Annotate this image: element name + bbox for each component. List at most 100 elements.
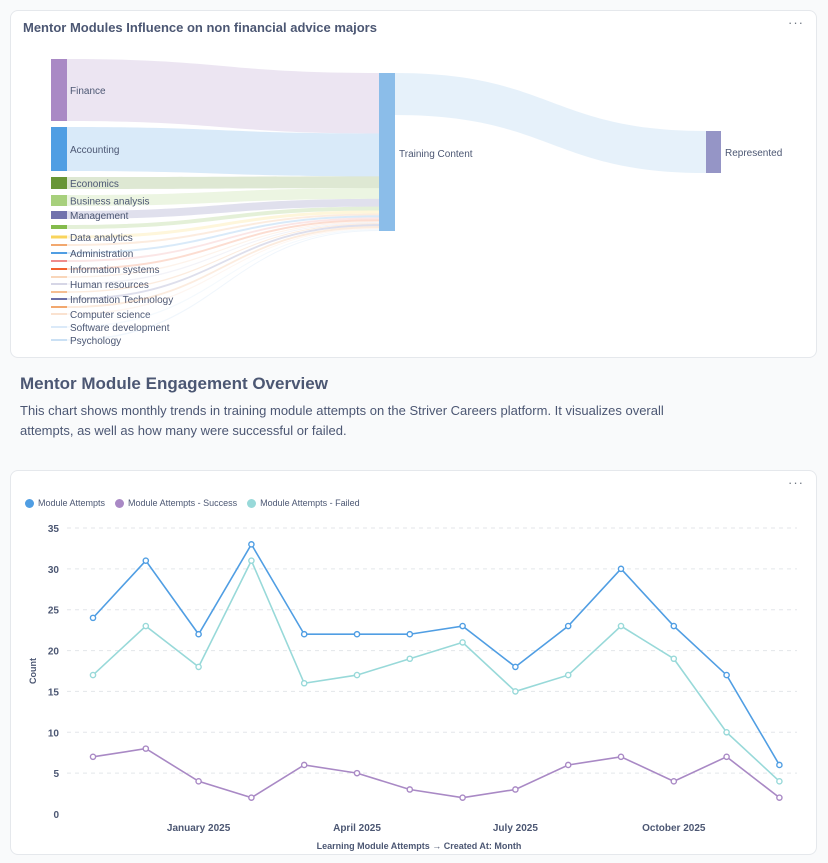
data-point — [776, 794, 783, 801]
sankey-node — [51, 244, 67, 246]
sankey-link — [67, 127, 379, 177]
y-tick-label: 10 — [48, 728, 60, 739]
sankey-node — [51, 252, 67, 254]
data-point — [459, 639, 466, 646]
section-heading: Mentor Module Engagement Overview — [20, 374, 328, 393]
sankey-link — [67, 229, 379, 328]
y-tick-label: 0 — [53, 810, 59, 821]
data-point — [353, 769, 361, 777]
x-tick-label: July 2025 — [493, 823, 538, 834]
sankey-node-label: Psychology — [70, 336, 121, 347]
ellipsis-icon[interactable]: ··· — [788, 475, 804, 490]
legend-item[interactable]: Module Attempts - Failed — [247, 498, 360, 508]
data-point — [353, 671, 361, 679]
data-point — [406, 630, 414, 638]
sankey-node — [51, 276, 67, 278]
sankey-node-training-content — [379, 73, 395, 231]
data-point — [89, 671, 97, 679]
data-point — [723, 753, 730, 761]
sankey-node — [51, 298, 67, 300]
legend-dot — [115, 498, 125, 508]
data-point — [512, 786, 519, 793]
data-point — [617, 565, 625, 573]
legend-dot — [247, 498, 257, 508]
y-tick-label: 35 — [48, 524, 60, 535]
legend-item[interactable]: Module Attempts — [25, 498, 105, 508]
legend-label: Module Attempts - Failed — [260, 498, 360, 508]
data-point — [195, 778, 202, 785]
sankey-node — [51, 177, 67, 189]
series-line — [92, 542, 781, 766]
sankey-node-label: Economics — [70, 179, 119, 190]
data-point — [248, 794, 255, 801]
legend-label: Module Attempts — [38, 498, 106, 508]
sankey-node — [51, 313, 67, 315]
sankey-node-label: Data analytics — [70, 233, 133, 244]
y-tick-label: 15 — [48, 687, 60, 698]
sankey-node — [51, 283, 67, 285]
sankey-link — [67, 219, 379, 270]
x-tick-label: October 2025 — [642, 823, 706, 834]
sankey-link — [67, 217, 379, 262]
line-chart: 0 5 10 15 20 25 30 35 January 2025 April 2025 July… — [28, 524, 797, 851]
sankey-node-label: Represented — [725, 148, 782, 159]
sankey-node-label: Training Content — [399, 149, 473, 160]
sankey-node-label: Management — [70, 211, 129, 222]
sankey-link — [67, 226, 379, 308]
data-point — [300, 679, 308, 687]
data-point — [564, 671, 572, 679]
sankey-node — [51, 306, 67, 308]
data-point — [670, 655, 678, 663]
sankey-node-label: Human resources — [70, 280, 149, 291]
sankey-node-label: Business analysis — [70, 197, 149, 208]
sankey-node-label: Finance — [70, 86, 106, 97]
sankey-node — [51, 235, 67, 239]
data-point — [723, 671, 730, 679]
data-point — [564, 761, 572, 769]
series-line — [92, 747, 780, 799]
data-point — [142, 557, 150, 564]
legend-item[interactable]: Module Attempts - Success — [115, 498, 237, 508]
x-tick-label: April 2025 — [333, 823, 381, 834]
sankey-node-label: Information systems — [70, 265, 159, 276]
sankey-link — [67, 206, 379, 229]
sankey-link — [67, 222, 379, 285]
data-point — [300, 761, 308, 769]
y-tick-label: 20 — [48, 647, 60, 658]
y-tick-label: 25 — [48, 606, 60, 617]
sankey-node-label: Administration — [70, 249, 133, 260]
data-point — [353, 630, 361, 638]
legend-label: Module Attempts - Success — [128, 498, 238, 508]
sankey-node — [51, 59, 67, 121]
data-point — [406, 786, 414, 793]
sankey-node — [51, 291, 67, 293]
data-point — [195, 630, 202, 638]
series-line — [92, 558, 780, 782]
sankey-node-label: Accounting — [70, 145, 119, 156]
legend-dot — [25, 498, 34, 508]
sankey-link — [395, 73, 706, 173]
sankey-node-label: Software development — [70, 323, 170, 334]
x-tick-label: January 2025 — [167, 823, 231, 834]
data-point — [564, 622, 572, 630]
data-point — [512, 663, 519, 671]
section-description: This chart shows monthly trends in train… — [20, 403, 664, 438]
data-point — [459, 794, 466, 801]
data-point — [300, 630, 308, 638]
sankey-link — [67, 215, 379, 254]
sankey-chart: Finance Accounting Economics Business analy… — [51, 59, 782, 347]
sankey-node-label: Information Technology — [70, 295, 173, 306]
sankey-node — [51, 339, 67, 341]
data-point — [617, 753, 625, 761]
data-point — [776, 778, 783, 785]
chart-legend: Module Attempts Module Attempts - Success… — [25, 498, 360, 508]
data-point — [670, 778, 678, 785]
data-point — [142, 622, 150, 630]
sankey-node — [51, 195, 67, 206]
sankey-node — [51, 211, 67, 219]
y-tick-label: 30 — [48, 565, 60, 576]
ellipsis-icon[interactable]: ··· — [788, 15, 804, 30]
sankey-link — [67, 176, 379, 189]
data-point — [248, 557, 255, 564]
sankey-link — [67, 213, 379, 246]
